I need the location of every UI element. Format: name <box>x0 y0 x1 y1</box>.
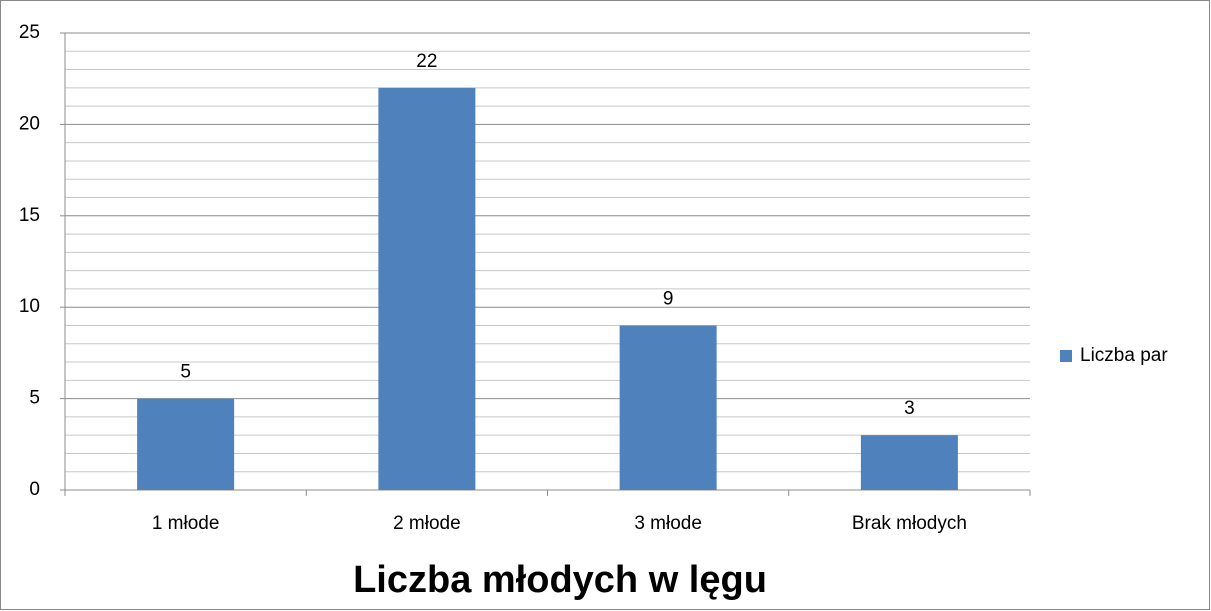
legend-swatch <box>1060 350 1072 362</box>
x-tick-label: Brak młodych <box>852 513 967 534</box>
x-tick-label: 2 młode <box>393 513 461 534</box>
bar <box>860 435 958 490</box>
data-label: 5 <box>180 362 191 383</box>
bar <box>619 325 717 490</box>
x-tick-label: 1 młode <box>152 513 220 534</box>
y-tick-label: 20 <box>19 113 40 134</box>
y-tick-label: 5 <box>29 388 40 409</box>
legend-label: Liczba par <box>1080 345 1168 366</box>
data-label: 9 <box>663 288 674 309</box>
y-tick-label: 15 <box>19 205 40 226</box>
bar <box>137 398 235 490</box>
data-label: 3 <box>904 398 915 419</box>
chart-title: Liczba młodych w lęgu <box>353 559 767 601</box>
y-tick-label: 0 <box>29 479 40 500</box>
data-label: 22 <box>416 51 437 72</box>
x-tick-label: 3 młode <box>634 513 702 534</box>
y-tick-label: 25 <box>19 22 40 43</box>
y-tick-label: 10 <box>19 296 40 317</box>
bar <box>378 87 476 490</box>
